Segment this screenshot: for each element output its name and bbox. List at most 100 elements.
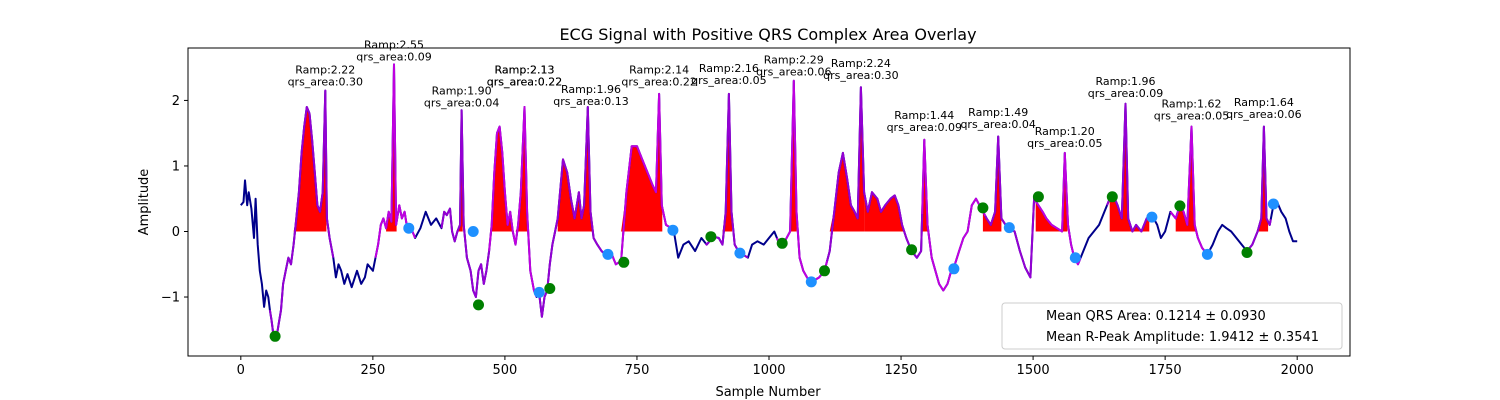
qrs-area-label: qrs_area:0.22	[487, 75, 562, 88]
offset-marker	[1003, 222, 1015, 234]
offset-marker	[533, 286, 545, 298]
y-tick-label: −1	[161, 291, 180, 306]
offset-marker	[1146, 211, 1158, 223]
r-peak-amplitude-label: Ramp:2.16	[699, 62, 759, 75]
qrs-area-fill	[829, 87, 865, 232]
beat-segment-line	[440, 109, 491, 298]
qrs-area-fill	[293, 90, 327, 232]
qrs-area-fill	[1109, 103, 1150, 232]
offset-marker	[667, 224, 679, 236]
r-peak-amplitude-label: Ramp:1.90	[432, 84, 492, 97]
beat-segment-line	[374, 63, 417, 258]
qrs-area-label: qrs_area:0.05	[691, 74, 766, 87]
beat-segment-line	[609, 92, 675, 266]
x-tick-label: 1250	[884, 363, 917, 378]
qrs-area-fill	[491, 107, 529, 232]
offset-marker	[602, 248, 614, 260]
qrs-area-label: qrs_area:0.30	[288, 75, 363, 88]
offset-marker	[1201, 248, 1213, 260]
y-tick-label: 1	[172, 160, 180, 175]
x-tick-label: 250	[360, 363, 385, 378]
onset-marker	[1032, 191, 1044, 203]
r-peak-amplitude-label: Ramp:1.49	[968, 106, 1028, 119]
y-tick-label: 2	[172, 94, 180, 109]
x-tick-label: 0	[237, 363, 245, 378]
x-tick-label: 2000	[1281, 363, 1314, 378]
qrs-area-label: qrs_area:0.30	[823, 69, 898, 82]
legend-entry-qrs-area: Mean QRS Area: 0.1214 ± 0.0930	[1046, 309, 1266, 324]
offset-marker	[1267, 198, 1279, 210]
r-peak-amplitude-label: Ramp:2.22	[295, 63, 355, 76]
onset-marker	[705, 231, 717, 243]
onset-marker	[618, 256, 630, 268]
chart-title: ECG Signal with Positive QRS Complex Are…	[559, 25, 976, 44]
onset-marker	[977, 202, 989, 214]
offset-marker	[948, 263, 960, 275]
onset-marker	[1174, 200, 1186, 212]
beat-segment-line	[826, 86, 924, 262]
onset-marker	[269, 330, 281, 342]
legend-box	[1001, 302, 1343, 350]
qrs-area-label: qrs_area:0.09	[887, 121, 962, 134]
ecg-signal-line	[240, 63, 1298, 341]
x-axis-label: Sample Number	[715, 385, 821, 400]
x-tick-label: 750	[625, 363, 650, 378]
offset-marker	[467, 226, 479, 237]
r-peak-amplitude-label: Ramp:2.29	[764, 54, 824, 67]
beat-segment-line	[1246, 125, 1272, 252]
r-peak-amplitude-label: Ramp:1.96	[1095, 75, 1155, 88]
qrs-area-label: qrs_area:0.05	[1027, 137, 1102, 150]
r-peak-amplitude-label: Ramp:1.64	[1234, 96, 1294, 109]
qrs-area-fill	[864, 192, 904, 232]
qrs-area-label: qrs_area:0.22	[621, 75, 696, 88]
legend: Mean QRS Area: 0.1214 ± 0.0930 Mean R-Pe…	[1001, 302, 1343, 350]
onset-marker	[819, 265, 830, 277]
qrs-area-label: qrs_area:0.22	[487, 75, 562, 88]
r-peak-amplitude-label: Ramp:2.24	[831, 57, 891, 70]
r-peak-amplitude-label: Ramp:1.20	[1035, 125, 1095, 138]
r-peak-amplitude-label: Ramp:1.96	[561, 83, 621, 96]
qrs-area-fill	[1035, 152, 1068, 232]
r-peak-amplitude-label: Ramp:2.13	[494, 63, 554, 76]
qrs-area-label: qrs_area:0.13	[553, 95, 628, 108]
qrs-area-label: qrs_area:0.04	[424, 96, 499, 109]
r-peak-amplitude-label: Ramp:1.62	[1161, 97, 1221, 110]
qrs-area-fill	[982, 136, 1002, 232]
qrs-area-label: qrs_area:0.06	[1226, 108, 1301, 121]
qrs-area-fill	[621, 93, 663, 232]
beat-segment-line	[488, 106, 538, 298]
qrs-area-label: qrs_area:0.09	[1088, 87, 1163, 100]
r-peak-amplitude-label: Ramp:1.44	[894, 109, 954, 122]
x-tick-label: 1000	[752, 363, 785, 378]
qrs-area-fill	[557, 107, 593, 232]
annotation-layer: Ramp:2.22qrs_area:0.30Ramp:2.55qrs_area:…	[288, 38, 1302, 149]
onset-marker	[906, 244, 918, 256]
y-tick-label: 0	[172, 225, 180, 240]
x-tick-label: 1500	[1017, 363, 1050, 378]
onset-marker	[1241, 247, 1253, 258]
qrs-area-label: qrs_area:0.05	[1154, 109, 1229, 122]
beat-segment-line	[775, 79, 829, 284]
marker-layer	[269, 191, 1279, 342]
y-axis-ticks: −1 0 1 2	[161, 94, 188, 306]
x-tick-label: 1750	[1149, 363, 1182, 378]
onset-marker	[1106, 191, 1118, 203]
beat-segment-line	[1034, 151, 1082, 266]
y-axis-label: Amplitude	[137, 169, 152, 236]
offset-marker	[805, 276, 817, 288]
qrs-area-label: qrs_area:0.04	[960, 118, 1035, 131]
offset-marker	[403, 222, 415, 234]
qrs-area-label: qrs_area:0.09	[356, 50, 431, 63]
x-axis-ticks: 0 250 500 750 1000 1250 1500 1750 2000	[237, 356, 1314, 378]
legend-entry-r-peak: Mean R-Peak Amplitude: 1.9412 ± 0.3541	[1046, 330, 1319, 345]
onset-marker	[473, 299, 484, 311]
r-peak-amplitude-label: Ramp:2.13	[494, 63, 554, 76]
offset-marker	[734, 247, 746, 259]
offset-marker	[1069, 252, 1081, 264]
beat-segment-line	[984, 135, 1037, 279]
r-peak-amplitude-label: Ramp:2.14	[629, 63, 689, 76]
signal-line-layer	[240, 63, 1298, 341]
onset-marker	[776, 237, 788, 249]
